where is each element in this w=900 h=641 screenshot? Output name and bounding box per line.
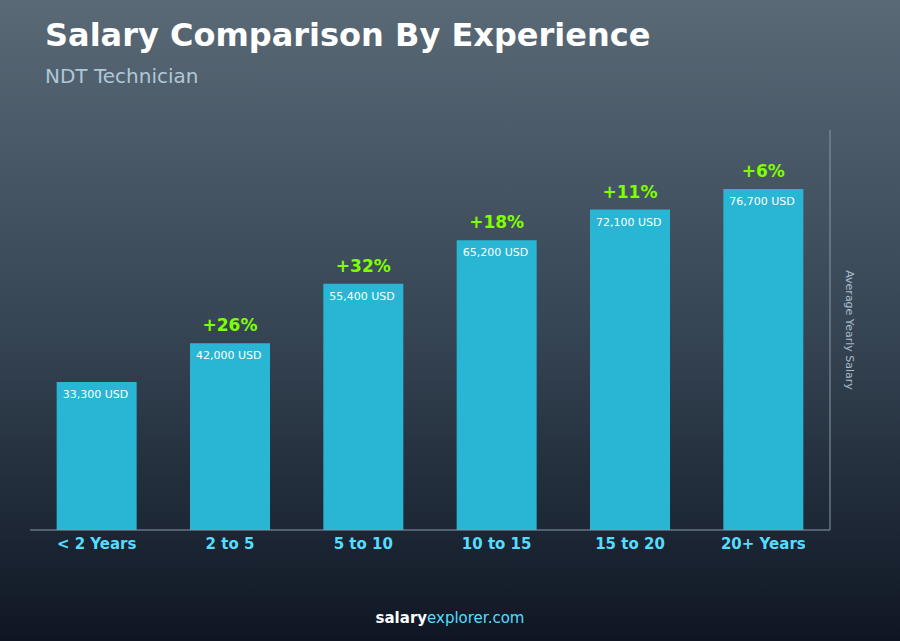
html-text:Salary Comparison By Experienc: Salary Comparison By Experience [45, 16, 651, 54]
svg-text:33,300 USD: 33,300 USD [63, 388, 129, 401]
svg-text:10 to 15: 10 to 15 [462, 535, 532, 553]
svg-text:72,100 USD: 72,100 USD [596, 216, 662, 229]
svg-text:Average Yearly Salary: Average Yearly Salary [843, 270, 856, 390]
svg-text:20+ Years: 20+ Years [721, 535, 806, 553]
svg-text:+32%: +32% [336, 256, 391, 276]
svg-text:+11%: +11% [603, 182, 658, 202]
svg-text:15 to 20: 15 to 20 [595, 535, 665, 553]
html-text:salary explorer.com: salary explorer.com [375, 609, 525, 627]
html-text:NDT Technician: NDT Technician [45, 64, 199, 88]
svg-text:+18%: +18% [469, 212, 524, 232]
svg-text:2 to 5: 2 to 5 [206, 535, 255, 553]
svg-text:55,400 USD: 55,400 USD [329, 290, 395, 303]
svg-text:+6%: +6% [742, 161, 785, 181]
svg-text:< 2 Years: < 2 Years [57, 535, 137, 553]
svg-text:76,700 USD: 76,700 USD [729, 195, 795, 208]
svg-text:65,200 USD: 65,200 USD [463, 246, 528, 259]
svg-text:42,000 USD: 42,000 USD [196, 349, 262, 362]
svg-text:5 to 10: 5 to 10 [334, 535, 393, 553]
svg-text:+26%: +26% [203, 315, 258, 335]
